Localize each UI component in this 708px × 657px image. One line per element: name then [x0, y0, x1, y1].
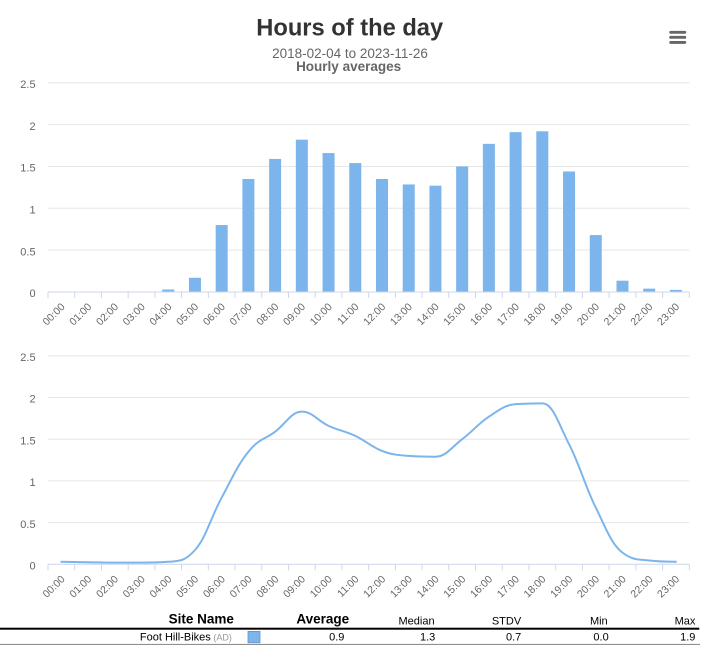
svg-text:0.7: 0.7: [506, 631, 521, 643]
svg-text:2: 2: [29, 394, 35, 406]
svg-text:0: 0: [29, 561, 35, 573]
svg-text:Hourly averages: Hourly averages: [296, 59, 401, 74]
svg-text:0.0: 0.0: [593, 631, 608, 643]
svg-text:(AD): (AD): [213, 632, 232, 642]
svg-text:0.5: 0.5: [20, 246, 35, 258]
svg-text:1: 1: [29, 477, 35, 489]
svg-text:1: 1: [29, 205, 35, 217]
svg-text:Site Name: Site Name: [169, 612, 235, 627]
svg-text:Hours of the day: Hours of the day: [256, 16, 444, 42]
svg-text:0.9: 0.9: [329, 631, 344, 643]
svg-text:Min: Min: [590, 615, 608, 627]
svg-text:STDV: STDV: [492, 615, 522, 627]
svg-text:2018-02-04 to 2023-11-26: 2018-02-04 to 2023-11-26: [272, 46, 428, 61]
svg-text:2.5: 2.5: [20, 352, 35, 364]
svg-text:0.5: 0.5: [20, 519, 35, 531]
svg-text:Max: Max: [675, 615, 696, 627]
svg-text:2: 2: [29, 121, 35, 133]
svg-text:2.5: 2.5: [20, 79, 35, 91]
svg-text:1.3: 1.3: [420, 631, 435, 643]
svg-text:Foot Hill-Bikes: Foot Hill-Bikes: [140, 631, 211, 643]
svg-text:Average: Average: [296, 612, 349, 627]
svg-text:1.5: 1.5: [20, 435, 35, 447]
svg-text:1.9: 1.9: [680, 631, 695, 643]
svg-text:1.5: 1.5: [20, 163, 35, 175]
svg-text:0: 0: [29, 288, 35, 300]
svg-text:Median: Median: [399, 615, 435, 627]
